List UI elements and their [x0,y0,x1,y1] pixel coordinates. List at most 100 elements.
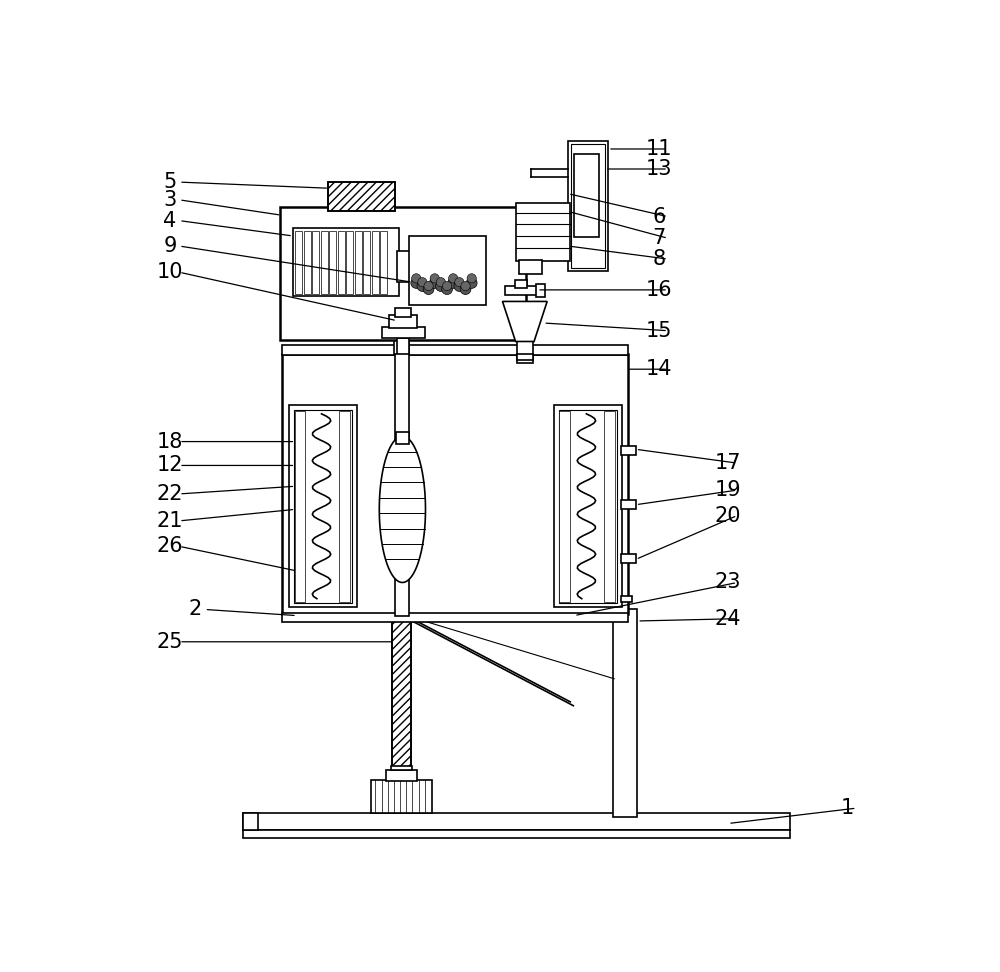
Text: 5: 5 [163,172,176,192]
Bar [304,230,311,294]
Circle shape [442,282,452,291]
Bar [289,405,357,608]
Bar [392,615,411,808]
Circle shape [429,278,440,289]
Circle shape [423,284,434,295]
Bar [338,230,345,294]
Text: 26: 26 [157,537,183,556]
Text: 16: 16 [645,280,672,300]
Bar [391,327,412,334]
Circle shape [466,278,477,289]
Bar [397,337,409,355]
Bar [282,354,628,614]
Text: 19: 19 [715,480,741,500]
Circle shape [436,281,446,292]
Bar [329,230,336,294]
Bar [394,332,409,356]
Bar [571,145,605,267]
Text: 17: 17 [715,453,741,473]
Bar [515,280,527,288]
Bar [568,141,608,270]
Text: 11: 11 [646,139,672,159]
Bar [392,615,411,808]
Circle shape [467,274,476,283]
Bar [395,354,409,615]
Circle shape [411,278,422,289]
Bar [382,327,425,338]
Bar [328,182,395,211]
Text: 3: 3 [163,190,176,210]
Bar [243,814,258,830]
Bar [294,410,352,603]
Circle shape [454,281,465,292]
Bar [389,315,417,329]
Text: 23: 23 [715,573,741,593]
Text: 7: 7 [652,228,665,248]
Text: 24: 24 [715,608,741,629]
Bar [295,230,302,294]
Text: 15: 15 [646,321,672,341]
Bar [386,770,417,781]
Bar [321,230,328,294]
Circle shape [448,278,459,289]
Bar [517,340,533,363]
Circle shape [442,284,452,295]
Bar [282,344,628,356]
Bar [621,446,636,456]
Text: 4: 4 [163,211,176,230]
Text: 12: 12 [157,456,183,475]
Bar [621,501,636,509]
Text: 18: 18 [157,432,183,452]
Text: 25: 25 [157,632,183,652]
Text: 21: 21 [157,511,183,531]
Bar [409,236,486,305]
Bar [574,154,599,237]
Bar [505,286,537,295]
Bar [396,433,409,444]
Bar [516,203,570,260]
Bar [559,411,570,602]
Bar [517,354,533,360]
Circle shape [461,282,470,291]
Bar [380,230,387,294]
Circle shape [449,274,458,283]
Bar [346,230,353,294]
Polygon shape [379,436,425,582]
Bar [243,814,790,830]
Bar [355,230,362,294]
Bar [372,230,379,294]
Text: 1: 1 [841,798,854,818]
Bar [339,411,350,602]
Circle shape [430,274,439,283]
Circle shape [436,278,446,287]
Bar [519,260,542,274]
Bar [243,830,790,838]
Text: 13: 13 [646,159,672,179]
Bar [395,307,411,317]
Text: 20: 20 [715,505,741,526]
Text: 10: 10 [157,262,183,282]
Circle shape [417,281,428,292]
Text: 2: 2 [189,600,202,619]
Bar [559,410,617,603]
Bar [295,411,305,602]
Text: 6: 6 [652,207,665,226]
Bar [397,252,411,282]
Bar [282,612,628,622]
Polygon shape [502,301,547,341]
Bar [394,601,409,608]
Circle shape [460,284,471,295]
Bar [293,228,399,296]
Bar [536,285,545,296]
Bar [621,554,636,563]
Bar [391,766,412,771]
Circle shape [418,278,427,287]
Bar [280,207,526,340]
Text: 8: 8 [652,249,665,269]
Bar [371,781,432,813]
Bar [554,405,622,608]
Text: 9: 9 [163,236,177,256]
Circle shape [455,278,464,287]
Bar [328,182,395,211]
Text: 22: 22 [157,484,183,503]
